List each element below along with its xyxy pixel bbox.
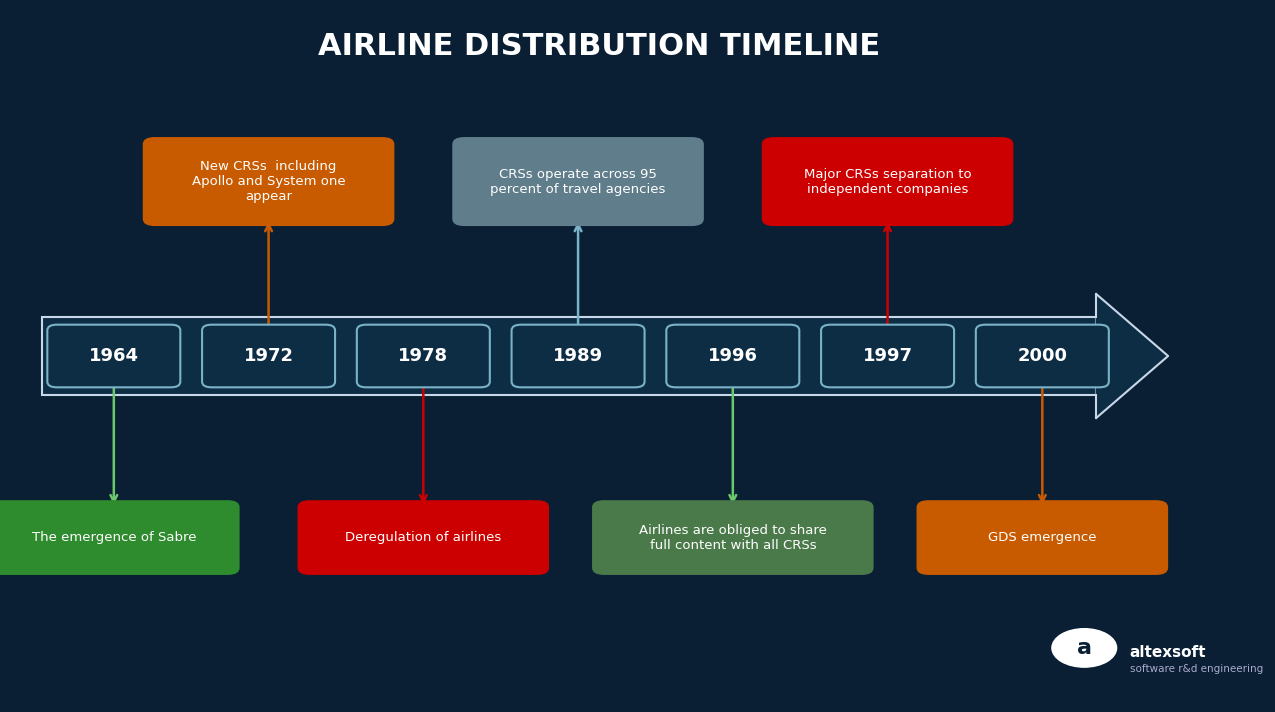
FancyBboxPatch shape bbox=[761, 137, 1014, 226]
Text: Deregulation of airlines: Deregulation of airlines bbox=[346, 531, 501, 544]
Text: altexsoft: altexsoft bbox=[1130, 644, 1206, 660]
FancyBboxPatch shape bbox=[297, 500, 550, 575]
Polygon shape bbox=[1096, 294, 1168, 418]
FancyBboxPatch shape bbox=[917, 500, 1168, 575]
Text: Major CRSs separation to
independent companies: Major CRSs separation to independent com… bbox=[803, 167, 972, 196]
Text: New CRSs  including
Apollo and System one
appear: New CRSs including Apollo and System one… bbox=[191, 160, 346, 203]
FancyBboxPatch shape bbox=[42, 317, 1096, 395]
FancyBboxPatch shape bbox=[975, 325, 1109, 387]
Text: Airlines are obliged to share
full content with all CRSs: Airlines are obliged to share full conte… bbox=[639, 523, 826, 552]
Text: 1996: 1996 bbox=[708, 347, 757, 365]
Text: a: a bbox=[1077, 638, 1091, 658]
Text: 2000: 2000 bbox=[1017, 347, 1067, 365]
FancyBboxPatch shape bbox=[821, 325, 954, 387]
FancyBboxPatch shape bbox=[143, 137, 394, 226]
FancyBboxPatch shape bbox=[47, 325, 180, 387]
FancyBboxPatch shape bbox=[0, 500, 240, 575]
FancyBboxPatch shape bbox=[357, 325, 490, 387]
Text: AIRLINE DISTRIBUTION TIMELINE: AIRLINE DISTRIBUTION TIMELINE bbox=[317, 32, 880, 61]
Text: 1997: 1997 bbox=[863, 347, 913, 365]
FancyBboxPatch shape bbox=[511, 325, 645, 387]
Text: The emergence of Sabre: The emergence of Sabre bbox=[32, 531, 196, 544]
Circle shape bbox=[1052, 629, 1117, 667]
Text: GDS emergence: GDS emergence bbox=[988, 531, 1096, 544]
Text: software r&d engineering: software r&d engineering bbox=[1130, 664, 1264, 674]
FancyBboxPatch shape bbox=[201, 325, 335, 387]
Text: 1972: 1972 bbox=[244, 347, 293, 365]
FancyBboxPatch shape bbox=[453, 137, 704, 226]
FancyBboxPatch shape bbox=[592, 500, 873, 575]
Text: 1989: 1989 bbox=[553, 347, 603, 365]
FancyBboxPatch shape bbox=[667, 325, 799, 387]
Text: 1978: 1978 bbox=[398, 347, 449, 365]
Text: CRSs operate across 95
percent of travel agencies: CRSs operate across 95 percent of travel… bbox=[491, 167, 666, 196]
Text: 1964: 1964 bbox=[89, 347, 139, 365]
